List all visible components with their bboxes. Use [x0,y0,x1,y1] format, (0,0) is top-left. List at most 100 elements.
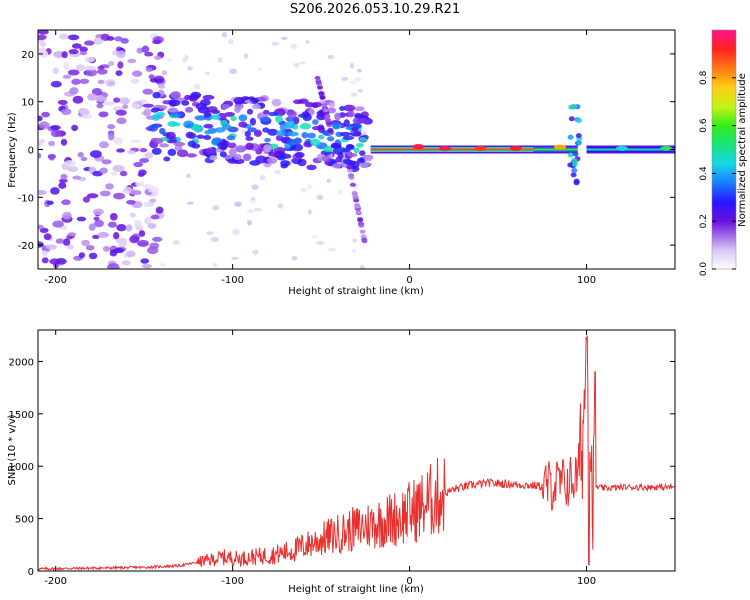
spectrogram-cell [167,148,177,157]
spectrogram-cell [173,141,186,147]
spectrogram-cell [210,236,219,243]
spectrogram-cell [271,98,282,107]
spectrogram-cell [227,142,237,149]
spectrogram-cell [84,65,97,71]
spectrogram-cell [348,173,354,178]
spectrogram-cell [187,66,193,71]
spectrogram-cell [204,130,211,135]
spectrogram-cell [217,57,223,64]
spectrogram-cell [85,68,98,77]
spectrogram-cell [77,152,84,158]
spectrogram-cell [576,118,583,123]
spectrogram-cell [189,94,200,100]
spectrogram-cell [332,163,342,169]
spectrogram-cell [291,256,298,261]
spectrogram-cell [71,43,82,49]
spectrogram-cell [575,133,582,139]
spectrogram-cell [147,246,159,255]
spectrogram-cell [251,184,259,190]
spectrogram-cell [350,92,358,97]
spectrogram-cell [126,250,136,258]
snr-series-group [38,335,675,571]
spectrogram-peak [509,146,522,151]
spectrogram-cell [127,58,137,64]
spectrogram-cell [206,231,214,235]
spectrogram-cell [176,149,189,158]
spectrogram-cell [330,144,342,149]
spectrogram-cell [134,219,142,228]
spectrogram-cell [263,144,272,153]
spectrogram-x-tick-label: 0 [406,275,412,286]
spectrogram-cell [194,115,207,121]
spectrogram-cell [120,37,129,44]
spectrogram-cell [119,170,128,177]
spectrogram-cell [137,172,145,177]
spectrogram-cell [93,219,105,228]
spectrogram-cell [143,108,152,117]
spectrogram-cell [50,129,62,138]
spectrogram-cell [355,210,362,215]
spectrogram-cell [354,114,366,119]
spectrogram-cell [61,108,72,116]
spectrogram-cell [356,118,369,124]
spectrogram-cell [38,190,47,195]
spectrogram-cell [166,139,178,144]
spectrogram-cell [346,165,353,170]
spectrogram-cell [127,150,136,155]
spectrogram-cell [159,127,166,135]
spectrogram-cell [339,131,351,137]
spectrogram-cell [357,217,363,222]
spectrogram-x-tick-label: -200 [44,275,67,286]
spectrogram-cell [287,110,297,119]
spectrogram-cell [284,120,296,129]
spectrogram-cell [299,122,312,130]
spectrogram-cell [136,47,144,54]
spectrogram-cell [352,194,359,199]
spectrogram-cell [359,265,365,269]
spectrogram-cell [271,41,280,46]
spectrogram-cell [293,62,300,68]
spectrogram-cell [354,204,361,209]
spectrogram-cell [576,140,583,146]
spectrogram-cell [149,198,157,203]
spectrogram-cell [88,252,98,260]
spectrogram-cell [318,91,325,96]
spectrogram-cell [138,230,146,237]
spectrogram-cell [45,244,57,250]
snr-frame [37,329,676,572]
spectrogram-cell [129,212,137,218]
spectrogram-cell [323,145,333,153]
spectrogram-cell [152,137,164,145]
spectrogram-cell [319,95,326,100]
spectrogram-cell [567,152,574,158]
spectrogram-cell [79,78,90,84]
spectrogram-peak [439,146,451,151]
spectrogram-cell [67,166,79,173]
spectrogram-cell [251,103,261,110]
spectrogram-cell [342,135,355,140]
spectrogram-cell [252,249,259,255]
colorbar-tick-label: 0.8 [699,70,709,85]
spectrogram-cell [221,103,230,110]
spectrogram-cell [38,152,42,159]
spectrogram-cell [52,220,64,228]
spectrogram-cell [62,74,72,79]
spectrogram-cell [321,155,330,162]
spectrogram-cell [67,69,80,76]
spectrogram-cell [312,125,323,131]
spectrogram-cell [312,102,319,109]
spectrogram-cell [76,216,87,222]
spectrogram-cell [328,101,336,108]
spectrogram-cell [306,164,317,171]
spectrogram-cell [352,238,358,243]
spectrogram-cell [69,87,79,95]
spectrogram-cell [206,106,218,113]
spectrogram-cell [38,115,43,122]
spectrogram-cell [75,64,86,72]
spectrogram-cell [326,136,335,142]
spectrogram-cell [141,45,150,53]
spectrogram-cell [43,233,52,241]
spectrogram-cell [163,156,171,162]
spectrogram-cell [67,34,80,41]
